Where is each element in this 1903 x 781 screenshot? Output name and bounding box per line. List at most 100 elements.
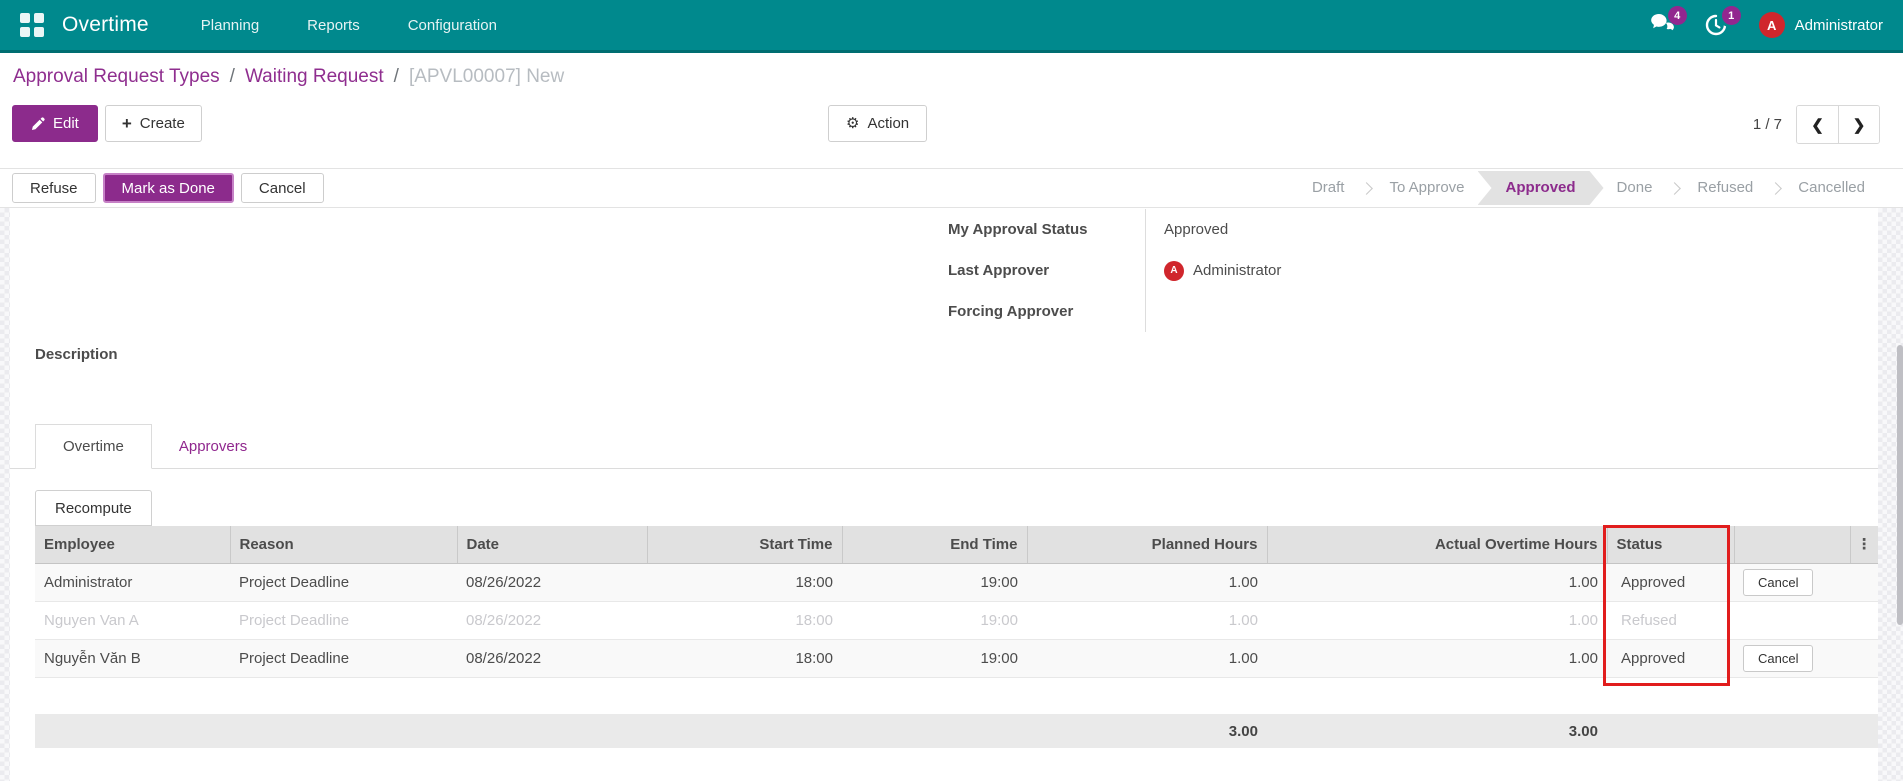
col-header-reason[interactable]: Reason [230,526,458,564]
menu-reports[interactable]: Reports [307,16,360,34]
col-header-actual-overtime-hours[interactable]: Actual Overtime Hours [1267,526,1608,564]
field-last-approver: Last Approver A Administrator [948,250,1588,291]
breadcrumb-link-approval-request-types[interactable]: Approval Request Types [13,66,220,87]
cell-status: Refused [1607,601,1734,640]
transparent-strip-left [0,208,10,781]
activities-badge: 1 [1721,6,1741,25]
chevron-right-icon: ❯ [1852,116,1866,134]
mark-as-done-button[interactable]: Mark as Done [102,173,234,203]
activity-clock-icon [1705,14,1727,36]
status-step-draft[interactable]: Draft [1311,179,1345,196]
notebook-tabs: Overtime Approvers [10,424,1878,469]
control-panel: Edit + Create ⚙ Action 1 / 7 ❮ ❯ [0,98,1903,150]
gear-icon: ⚙ [846,115,860,132]
cell-reason: Project Deadline [230,639,457,678]
description-label: Description [35,346,118,363]
table-row[interactable]: Nguyễn Văn B Project Deadline 08/26/2022… [35,639,1878,678]
recompute-button[interactable]: Recompute [35,490,152,526]
columns-toggle-icon[interactable]: ⋮ [1856,536,1872,554]
cell-employee: Nguyễn Văn B [35,639,230,678]
totals-row: 3.00 3.00 [35,714,1878,748]
cell-actual-hours: 1.00 [1267,639,1607,678]
row-cancel-button[interactable]: Cancel [1743,644,1814,672]
chevron-left-icon: ❮ [1811,116,1824,134]
create-button[interactable]: + Create [104,105,202,142]
user-name: Administrator [1794,16,1883,34]
pager-next-button[interactable]: ❯ [1838,106,1879,143]
last-approver-value[interactable]: Administrator [1193,262,1282,279]
messages-badge: 4 [1667,6,1687,25]
cell-planned-hours: 1.00 [1027,563,1267,602]
chevron-separator-icon [1769,181,1783,195]
col-header-employee[interactable]: Employee [35,526,231,564]
field-forcing-approver: Forcing Approver [948,291,1588,332]
chevron-separator-icon [1668,181,1682,195]
user-menu[interactable]: A Administrator [1758,12,1883,38]
activities-icon[interactable]: 1 [1705,6,1741,36]
main-menu: Planning Reports Configuration [201,17,497,34]
my-approval-status-value: Approved [1164,221,1229,238]
cell-start-time: 18:00 [647,563,842,602]
cell-reason: Project Deadline [230,601,457,640]
statusbar: Refuse Mark as Done Cancel Draft To Appr… [0,168,1903,208]
cell-start-time: 18:00 [647,639,842,678]
columns-toggle-header: ⋮ [1850,526,1878,564]
col-header-status[interactable]: Status [1607,526,1735,564]
col-header-planned-hours[interactable]: Planned Hours [1027,526,1268,564]
user-avatar: A [1758,12,1785,38]
breadcrumb-separator: / [229,66,235,87]
cell-status: Approved [1607,563,1734,602]
field-label: My Approval Status [948,209,1146,250]
status-pipeline: Draft To Approve Approved Done Refused C… [1299,171,1878,205]
apps-menu-icon[interactable] [20,13,44,37]
cell-end-time: 19:00 [842,639,1027,678]
overtime-list-view: Employee Reason Date Start Time End Time… [35,526,1878,748]
edit-button[interactable]: Edit [12,105,98,142]
menu-configuration[interactable]: Configuration [407,16,497,34]
pencil-icon [31,116,45,130]
navbar-right: 4 1 A Administrator [1650,6,1889,38]
pager-previous-button[interactable]: ❮ [1797,106,1838,143]
empty-row [35,677,1878,714]
pager-value: 1 / 7 [1752,116,1782,133]
status-step-approved-active[interactable]: Approved [1478,171,1604,205]
messages-icon[interactable]: 4 [1650,6,1687,36]
status-step-refused[interactable]: Refused [1697,179,1754,196]
refuse-button[interactable]: Refuse [12,173,96,203]
breadcrumb-current: [APVL00007] New [408,66,565,87]
cell-date: 08/26/2022 [457,601,647,640]
cell-actual-hours: 1.00 [1267,601,1607,640]
tab-overtime[interactable]: Overtime [35,424,152,469]
tab-approvers[interactable]: Approvers [178,438,248,455]
col-header-end-time[interactable]: End Time [842,526,1028,564]
status-step-done[interactable]: Done [1616,179,1653,196]
scrollbar-thumb[interactable] [1897,345,1903,625]
cell-actual-hours: 1.00 [1267,563,1607,602]
edit-button-label: Edit [53,115,79,132]
status-step-cancelled[interactable]: Cancelled [1798,179,1865,196]
cancel-button[interactable]: Cancel [240,173,324,203]
status-step-to-approve[interactable]: To Approve [1389,179,1465,196]
app-title[interactable]: Overtime [62,13,149,36]
create-button-label: Create [139,115,185,132]
plus-icon: + [121,114,132,133]
breadcrumb-link-waiting-request[interactable]: Waiting Request [244,66,384,87]
field-label: Forcing Approver [948,291,1146,332]
col-header-start-time[interactable]: Start Time [647,526,843,564]
table-row[interactable]: Administrator Project Deadline 08/26/202… [35,563,1878,602]
top-navbar: Overtime Planning Reports Configuration … [0,0,1903,53]
menu-planning[interactable]: Planning [200,16,260,34]
row-cancel-button[interactable]: Cancel [1743,568,1814,596]
breadcrumb-separator: / [393,66,399,87]
cell-employee: Administrator [35,563,230,602]
cell-end-time: 19:00 [842,563,1027,602]
col-header-date[interactable]: Date [457,526,648,564]
table-row[interactable]: Nguyen Van A Project Deadline 08/26/2022… [35,601,1878,640]
action-button[interactable]: ⚙ Action [828,105,928,142]
chat-bubbles-icon [1650,14,1674,31]
cell-planned-hours: 1.00 [1027,639,1267,678]
field-label: Last Approver [948,250,1146,291]
cell-end-time: 19:00 [842,601,1027,640]
table-header-row: Employee Reason Date Start Time End Time… [35,526,1878,564]
